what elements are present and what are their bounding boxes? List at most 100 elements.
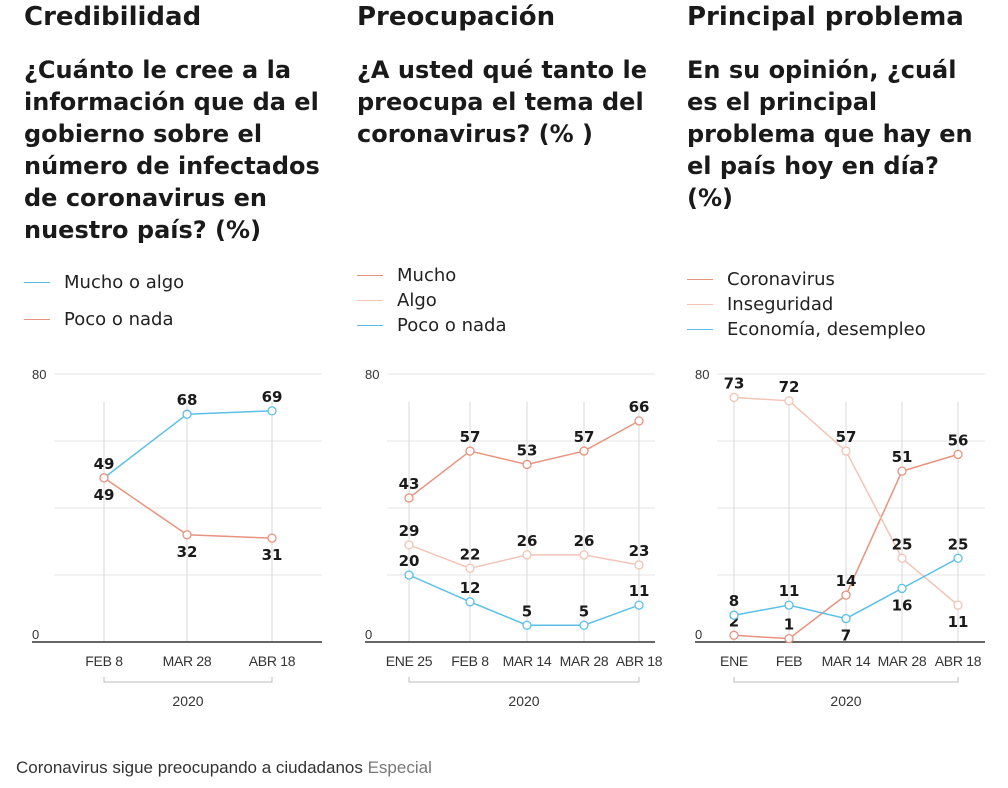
data-point: [784, 633, 794, 644]
data-point: [99, 473, 109, 483]
data-label: 5: [522, 602, 532, 620]
data-label: 11: [948, 613, 969, 631]
data-point: [953, 600, 963, 610]
data-label: 73: [724, 374, 745, 392]
caption-credit: Especial: [367, 758, 432, 777]
data-label: 57: [836, 428, 857, 446]
data-point: [729, 610, 739, 620]
data-label: 56: [948, 431, 969, 449]
x-tick-label: FEB: [776, 653, 802, 669]
chart-legend: Mucho Algo Poco o nada: [357, 263, 507, 338]
legend-label: Mucho o algo: [64, 272, 185, 293]
data-label: 22: [460, 545, 481, 563]
legend-item: Coronavirus: [687, 267, 926, 292]
data-label: 49: [94, 486, 115, 504]
legend-item: Inseguridad: [687, 292, 926, 317]
legend-swatch: [357, 275, 383, 276]
legend-item: Algo: [357, 288, 507, 313]
legend-label: Poco o nada: [397, 315, 507, 336]
data-point: [522, 620, 532, 630]
data-label: 66: [629, 398, 650, 416]
data-point: [841, 613, 851, 624]
data-label: 57: [460, 428, 481, 446]
data-label: 16: [892, 596, 913, 614]
legend-label: Poco o nada: [64, 309, 174, 330]
data-point: [953, 449, 963, 460]
caption-text: Coronavirus sigue preocupando a ciudadan…: [16, 758, 363, 777]
panel-question: ¿Cuánto le cree a la información que da …: [24, 56, 320, 244]
line-chart-credibilidad: 80 0 FEB 8 MAR 28 ABR 18 2020 49 68 69 49 32 31: [32, 367, 322, 709]
line-chart-principal-problema: 80 0 ENE FEB MAR 14 MAR 28 ABR 18 2020 2 1 14 51 56 7…: [695, 367, 985, 709]
data-label: 29: [399, 522, 420, 540]
data-point: [841, 446, 851, 456]
x-tick-label: MAR 28: [163, 653, 212, 669]
legend-swatch: [24, 282, 50, 283]
chart-legend: Mucho o algo Poco o nada: [24, 270, 184, 332]
panel-credibilidad: Credibilidad ¿Cuánto le cree a la inform…: [24, 0, 334, 745]
x-tick-label: FEB 8: [85, 653, 123, 669]
legend-item: Mucho o algo: [24, 270, 184, 295]
x-tick-label: MAR 28: [560, 653, 609, 669]
y-tick-label: 80: [32, 367, 46, 382]
data-label: 20: [399, 552, 420, 570]
legend-label: Economía, desempleo: [727, 319, 926, 340]
year-bracket: [408, 677, 640, 683]
y-tick-label: 80: [365, 367, 379, 382]
legend-swatch: [687, 329, 713, 330]
data-point: [465, 563, 475, 573]
x-tick-label: ABR 18: [616, 653, 663, 669]
legend-swatch: [357, 300, 383, 301]
y-tick-label: 0: [365, 627, 372, 642]
panel-question: ¿A usted qué tanto le preocupa el tema d…: [357, 56, 647, 148]
data-label: 69: [262, 388, 283, 406]
y-tick-label: 0: [695, 627, 702, 642]
x-tick-label: MAR 28: [878, 653, 927, 669]
data-label: 26: [574, 532, 595, 550]
data-label: 23: [629, 542, 650, 560]
data-point: [465, 446, 475, 456]
data-point: [784, 600, 794, 610]
data-label: 2: [729, 612, 739, 630]
data-label: 68: [177, 391, 198, 409]
year-label: 2020: [172, 693, 203, 709]
data-label: 72: [779, 378, 800, 396]
y-tick-label: 80: [695, 367, 709, 382]
data-point: [404, 540, 414, 550]
chart-legend: Coronavirus Inseguridad Economía, desemp…: [687, 267, 926, 342]
data-point: [634, 600, 644, 610]
data-point: [522, 459, 532, 470]
data-label: 8: [729, 592, 739, 610]
data-point: [897, 466, 907, 476]
data-point: [267, 406, 277, 416]
data-point: [953, 553, 963, 563]
legend-swatch: [687, 304, 713, 305]
data-label: 25: [948, 535, 969, 553]
panel-preocupacion: Preocupación ¿A usted qué tanto le preoc…: [357, 0, 667, 745]
data-point: [634, 560, 644, 570]
panel-title: Credibilidad: [24, 2, 202, 32]
figure-caption: Coronavirus sigue preocupando a ciudadan…: [16, 758, 432, 778]
data-label: 5: [579, 602, 589, 620]
year-label: 2020: [830, 693, 861, 709]
legend-item: Mucho: [357, 263, 507, 288]
panel-title: Principal problema: [687, 2, 964, 32]
data-point: [404, 493, 414, 503]
panel-principal-problema: Principal problema En su opinión, ¿cuál …: [687, 0, 997, 745]
data-point: [897, 583, 907, 594]
data-label: 25: [892, 535, 913, 553]
series-line: [103, 410, 273, 479]
x-tick-label: MAR 14: [822, 653, 871, 669]
data-point: [267, 533, 277, 543]
x-tick-label: ENE 25: [386, 653, 433, 669]
data-point: [182, 530, 192, 540]
data-label: 31: [262, 546, 283, 564]
data-point: [841, 590, 851, 600]
data-point: [465, 597, 475, 607]
legend-label: Algo: [397, 290, 437, 311]
data-label: 57: [574, 428, 595, 446]
data-label: 11: [629, 582, 650, 600]
data-point: [579, 446, 589, 456]
x-tick-label: FEB 8: [451, 653, 489, 669]
year-bracket: [103, 677, 273, 683]
y-tick-label: 0: [32, 627, 39, 642]
